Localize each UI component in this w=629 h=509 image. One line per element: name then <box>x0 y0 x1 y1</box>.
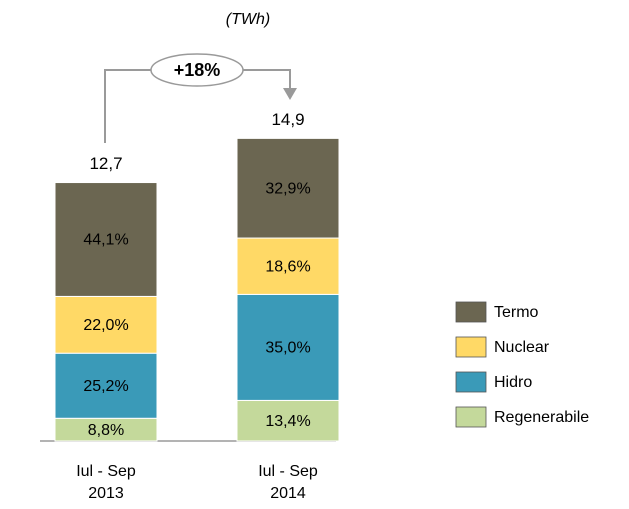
total-label: 14,9 <box>271 110 304 129</box>
chart-subtitle: (TWh) <box>226 11 270 28</box>
legend-label: Nuclear <box>494 339 550 356</box>
legend-swatch <box>455 301 487 323</box>
segment-label: 22,0% <box>83 317 128 334</box>
segment-label: 13,4% <box>265 413 310 430</box>
bar-segment <box>236 293 340 401</box>
x-tick-label: Iul - Sep <box>258 463 318 480</box>
segment-label: 25,2% <box>83 378 128 395</box>
legend-swatch <box>455 336 487 358</box>
x-tick-label: Iul - Sep <box>76 463 136 480</box>
segment-label: 8,8% <box>88 422 124 439</box>
legend-label: Termo <box>494 304 539 321</box>
bar-segment <box>54 352 158 419</box>
bar-segment <box>54 182 158 297</box>
bar-segment <box>236 137 340 239</box>
legend-swatch <box>455 406 487 428</box>
legend-label: Hidro <box>494 374 532 391</box>
segment-label: 44,1% <box>83 232 128 249</box>
bar-segment <box>236 399 340 442</box>
total-label: 12,7 <box>89 154 122 173</box>
segment-label: 18,6% <box>265 258 310 275</box>
annotation-bubble <box>150 53 244 87</box>
segment-label: 35,0% <box>265 340 310 357</box>
x-tick-label: 2013 <box>88 485 124 502</box>
annotation: +18% <box>174 60 221 80</box>
x-tick-label: 2014 <box>270 485 306 502</box>
legend-label: Regenerabile <box>494 409 589 426</box>
bar-segment <box>54 295 158 354</box>
segment-label: 32,9% <box>265 180 310 197</box>
legend-swatch <box>455 371 487 393</box>
arrow-head <box>283 88 297 100</box>
